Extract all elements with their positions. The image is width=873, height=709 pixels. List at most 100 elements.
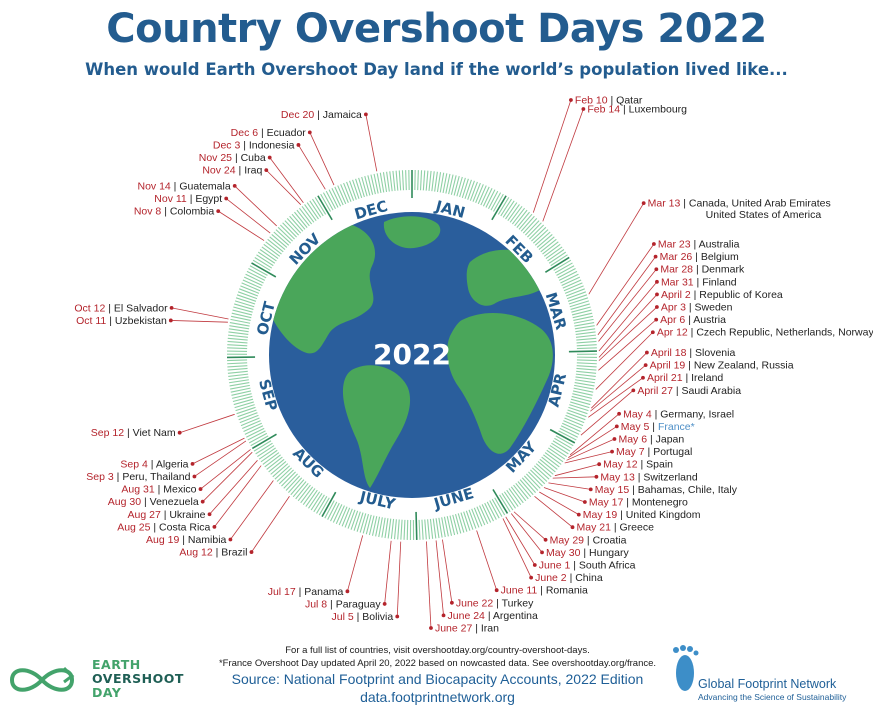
separator: | xyxy=(686,302,695,314)
country-date-label: Nov 24 | Iraq xyxy=(202,165,262,177)
day-tick xyxy=(355,178,363,199)
country-name: Mexico xyxy=(163,484,196,496)
leader-line xyxy=(513,511,546,541)
day-tick xyxy=(247,430,266,441)
country-name: New Zealand, Russia xyxy=(694,360,794,372)
leader-line xyxy=(384,540,392,604)
day-tick xyxy=(575,373,596,377)
day-tick xyxy=(570,398,591,406)
date-marker xyxy=(228,537,233,542)
separator: | xyxy=(584,534,593,546)
overshoot-date: May 21 xyxy=(577,522,612,534)
day-tick xyxy=(535,463,552,478)
footer-url[interactable]: data.footprintnetwork.org xyxy=(360,689,515,705)
day-tick xyxy=(322,192,334,211)
leader-line xyxy=(266,169,302,205)
day-tick xyxy=(550,254,568,267)
day-tick xyxy=(375,516,381,537)
separator: | xyxy=(647,434,656,446)
country-name: Ukraine xyxy=(169,509,205,521)
day-tick xyxy=(389,171,393,192)
date-marker xyxy=(540,550,544,555)
leader-line xyxy=(588,202,645,295)
country-name: United Kingdom xyxy=(626,509,701,521)
country-date-label: Dec 3 | Indonesia xyxy=(213,139,295,151)
day-tick xyxy=(523,475,539,491)
separator: | xyxy=(354,611,363,623)
footer-source: Source: National Footprint and Biocapaci… xyxy=(231,671,644,687)
day-tick xyxy=(576,365,597,368)
overshoot-date: Nov 11 xyxy=(154,193,187,205)
country-name: Belgium xyxy=(701,251,739,263)
date-marker xyxy=(198,487,203,491)
day-tick xyxy=(287,477,303,494)
day-tick xyxy=(250,435,269,447)
day-tick xyxy=(305,489,318,507)
day-tick xyxy=(241,282,261,292)
day-tick xyxy=(232,393,252,399)
overshoot-date: Nov 25 xyxy=(199,152,232,164)
day-tick xyxy=(464,179,472,199)
day-tick xyxy=(259,249,277,262)
leader-line xyxy=(234,185,277,227)
country-name: Guatemala xyxy=(179,180,231,192)
day-tick xyxy=(485,189,496,208)
country-date-label: May 15 | Bahamas, Chile, Italy xyxy=(595,484,738,496)
separator: | xyxy=(693,264,702,276)
date-marker xyxy=(429,626,433,630)
day-tick xyxy=(327,501,338,520)
date-marker xyxy=(224,196,229,201)
day-tick xyxy=(571,309,592,316)
day-tick xyxy=(542,241,559,255)
separator: | xyxy=(608,95,617,107)
day-tick xyxy=(527,222,542,238)
day-tick xyxy=(282,222,297,238)
overshoot-date: May 29 xyxy=(550,534,585,546)
country-name: Namibia xyxy=(188,534,227,546)
eod-line-2: OVERSHOOT xyxy=(92,671,184,686)
day-tick xyxy=(419,170,423,191)
overshoot-date: Apr 3 xyxy=(661,302,686,314)
day-tick xyxy=(530,469,546,485)
day-tick xyxy=(291,213,306,230)
separator: | xyxy=(213,547,222,559)
day-tick xyxy=(564,417,584,427)
country-name: Uzbekistan xyxy=(115,315,167,327)
day-tick xyxy=(365,514,372,535)
day-tick xyxy=(570,303,590,310)
country-date-label: April 27 | Saudi Arabia xyxy=(637,385,741,397)
day-tick xyxy=(568,297,589,305)
day-tick xyxy=(431,171,435,192)
separator: | xyxy=(161,509,170,521)
overshoot-date: Jul 5 xyxy=(332,611,354,623)
day-tick xyxy=(267,238,284,253)
day-tick xyxy=(418,519,421,540)
day-tick xyxy=(316,496,328,514)
leader-line xyxy=(225,198,271,234)
date-marker xyxy=(643,363,648,368)
country-date-label: Nov 11 | Egypt xyxy=(154,193,222,205)
day-tick xyxy=(459,177,466,198)
separator: | xyxy=(150,521,159,533)
day-tick xyxy=(561,276,581,287)
day-tick xyxy=(229,325,250,330)
leader-line xyxy=(200,449,251,490)
day-tick xyxy=(421,519,424,540)
day-tick xyxy=(290,479,305,496)
day-tick xyxy=(248,268,267,279)
day-tick xyxy=(563,420,582,430)
country-name: Paraguay xyxy=(336,598,382,610)
day-tick xyxy=(278,469,294,485)
day-tick xyxy=(340,184,349,203)
day-tick xyxy=(555,435,574,447)
overshoot-date: April 21 xyxy=(647,372,683,384)
day-tick xyxy=(337,185,347,205)
day-tick xyxy=(227,370,248,374)
country-name: Egypt xyxy=(195,193,222,205)
day-tick xyxy=(381,517,386,538)
separator: | xyxy=(645,446,654,458)
day-tick xyxy=(249,265,268,276)
separator: | xyxy=(685,314,693,326)
day-tick xyxy=(572,312,593,319)
